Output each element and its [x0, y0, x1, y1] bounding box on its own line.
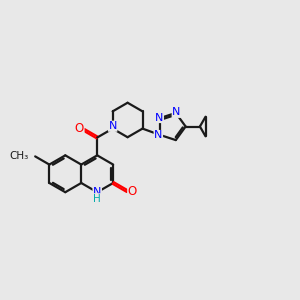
Text: N: N	[93, 187, 101, 197]
Text: N: N	[154, 130, 163, 140]
Text: O: O	[128, 185, 137, 198]
Text: H: H	[93, 194, 101, 204]
Text: N: N	[109, 121, 117, 131]
Text: O: O	[75, 122, 84, 135]
Text: N: N	[155, 112, 164, 122]
Text: CH₃: CH₃	[9, 152, 28, 161]
Text: N: N	[172, 107, 181, 117]
